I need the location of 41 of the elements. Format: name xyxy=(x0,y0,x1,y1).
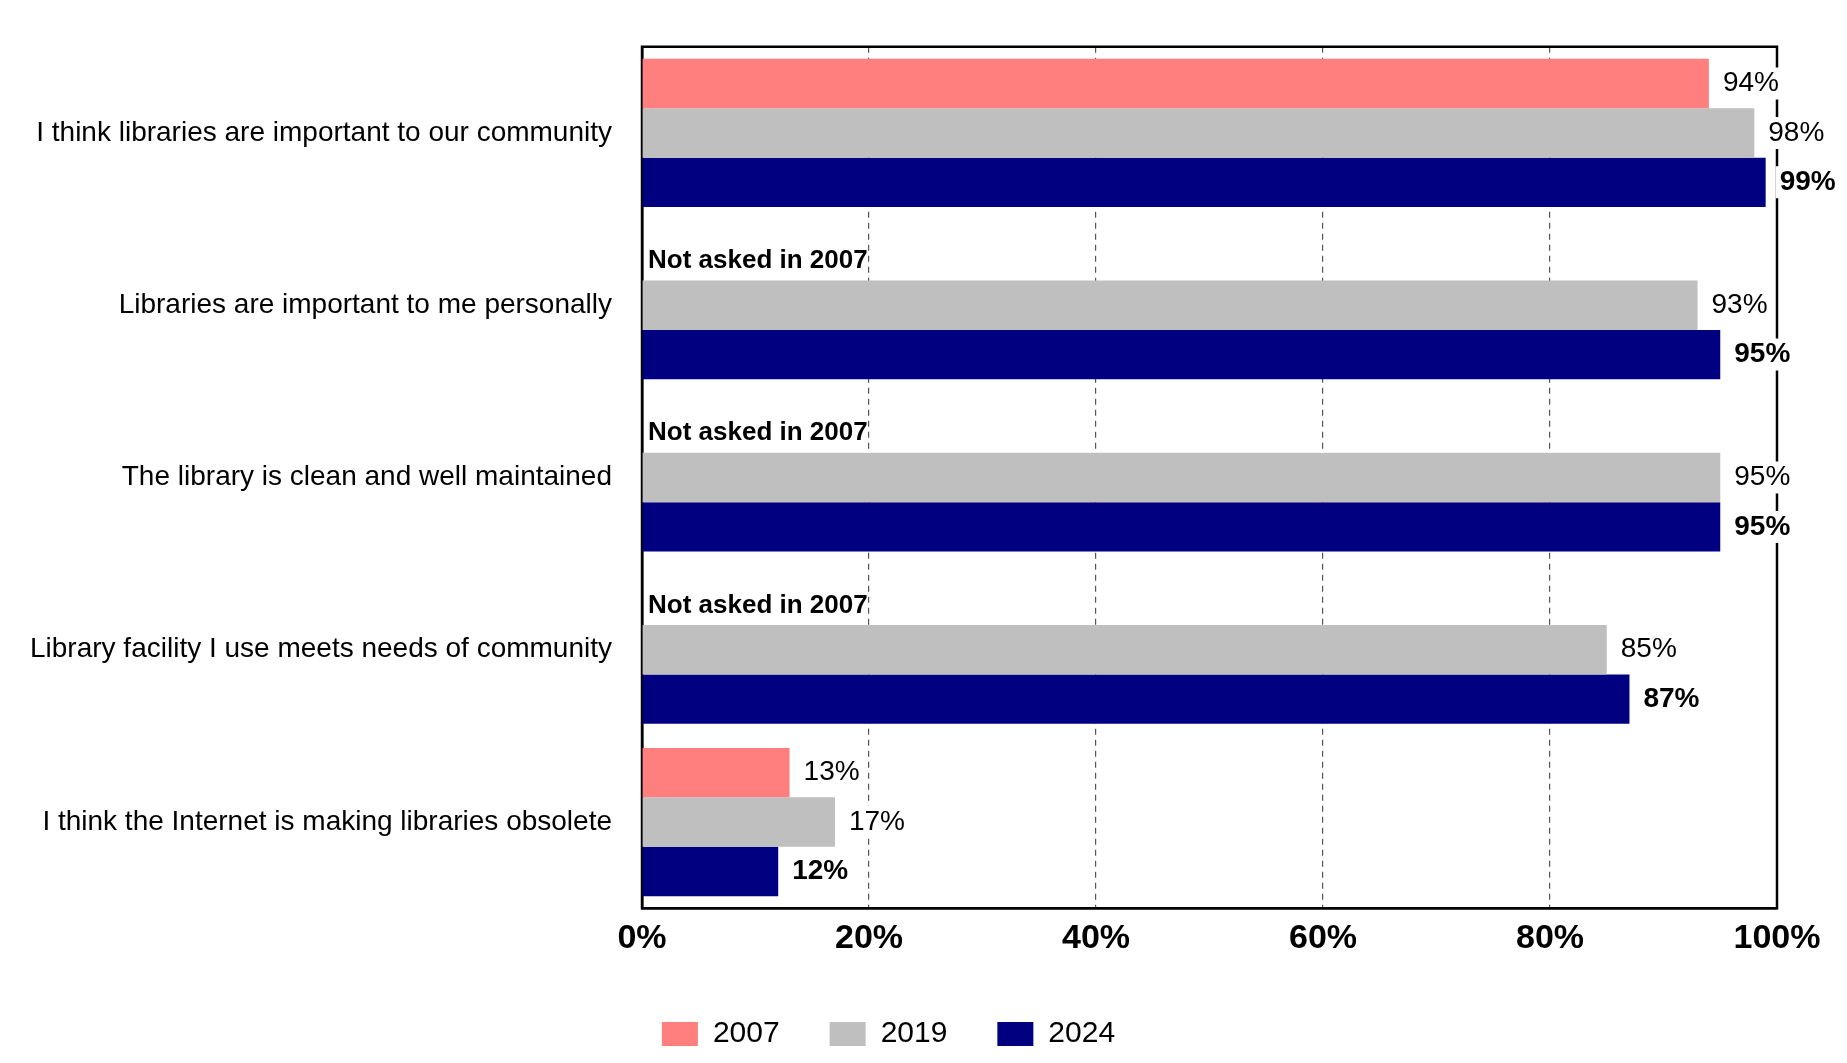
data-label: 87% xyxy=(1643,681,1700,713)
y-tick-label: I think the Internet is making libraries obsolete xyxy=(42,804,613,836)
x-tick-label: 60% xyxy=(1288,916,1358,955)
y-tick-label: Libraries are important to me personally xyxy=(118,287,613,319)
x-tick-label: 100% xyxy=(1733,916,1821,955)
x-tick-label: 20% xyxy=(834,916,904,955)
data-label: 85% xyxy=(1620,632,1677,664)
bar xyxy=(642,452,1721,503)
legend-label: 2024 xyxy=(1048,1015,1116,1049)
data-label: 95% xyxy=(1734,337,1791,369)
data-label: 99% xyxy=(1779,165,1836,197)
annotation: Not asked in 2007 xyxy=(648,416,868,447)
data-label: 17% xyxy=(848,804,906,836)
data-label: 98% xyxy=(1768,115,1825,147)
bar xyxy=(642,797,835,847)
data-label: 13% xyxy=(803,755,860,787)
data-label: 12% xyxy=(792,854,849,886)
bar xyxy=(642,625,1607,675)
bar xyxy=(642,502,1721,552)
data-label: 95% xyxy=(1734,509,1791,541)
annotation: Not asked in 2007 xyxy=(648,588,868,619)
y-tick-label: I think libraries are important to our community xyxy=(36,115,613,147)
bar xyxy=(642,280,1698,330)
bar xyxy=(642,329,1721,380)
data-label: 93% xyxy=(1711,287,1768,319)
bar xyxy=(642,108,1755,158)
bar xyxy=(642,674,1630,724)
bar xyxy=(642,157,1766,208)
data-label: 94% xyxy=(1722,66,1779,98)
x-tick-label: 80% xyxy=(1515,916,1585,955)
bar xyxy=(642,58,1709,109)
annotation: Not asked in 2007 xyxy=(648,243,868,274)
bar xyxy=(642,846,779,897)
y-tick-label: Library facility I use meets needs of community xyxy=(30,632,613,664)
y-tick-label: The library is clean and well maintained xyxy=(121,460,613,492)
x-tick-label: 0% xyxy=(617,916,667,955)
data-label: 95% xyxy=(1734,460,1791,492)
bar xyxy=(642,747,790,798)
x-tick-label: 40% xyxy=(1061,916,1131,955)
legend-label: 2007 xyxy=(712,1015,780,1049)
legend-label: 2019 xyxy=(880,1015,948,1049)
